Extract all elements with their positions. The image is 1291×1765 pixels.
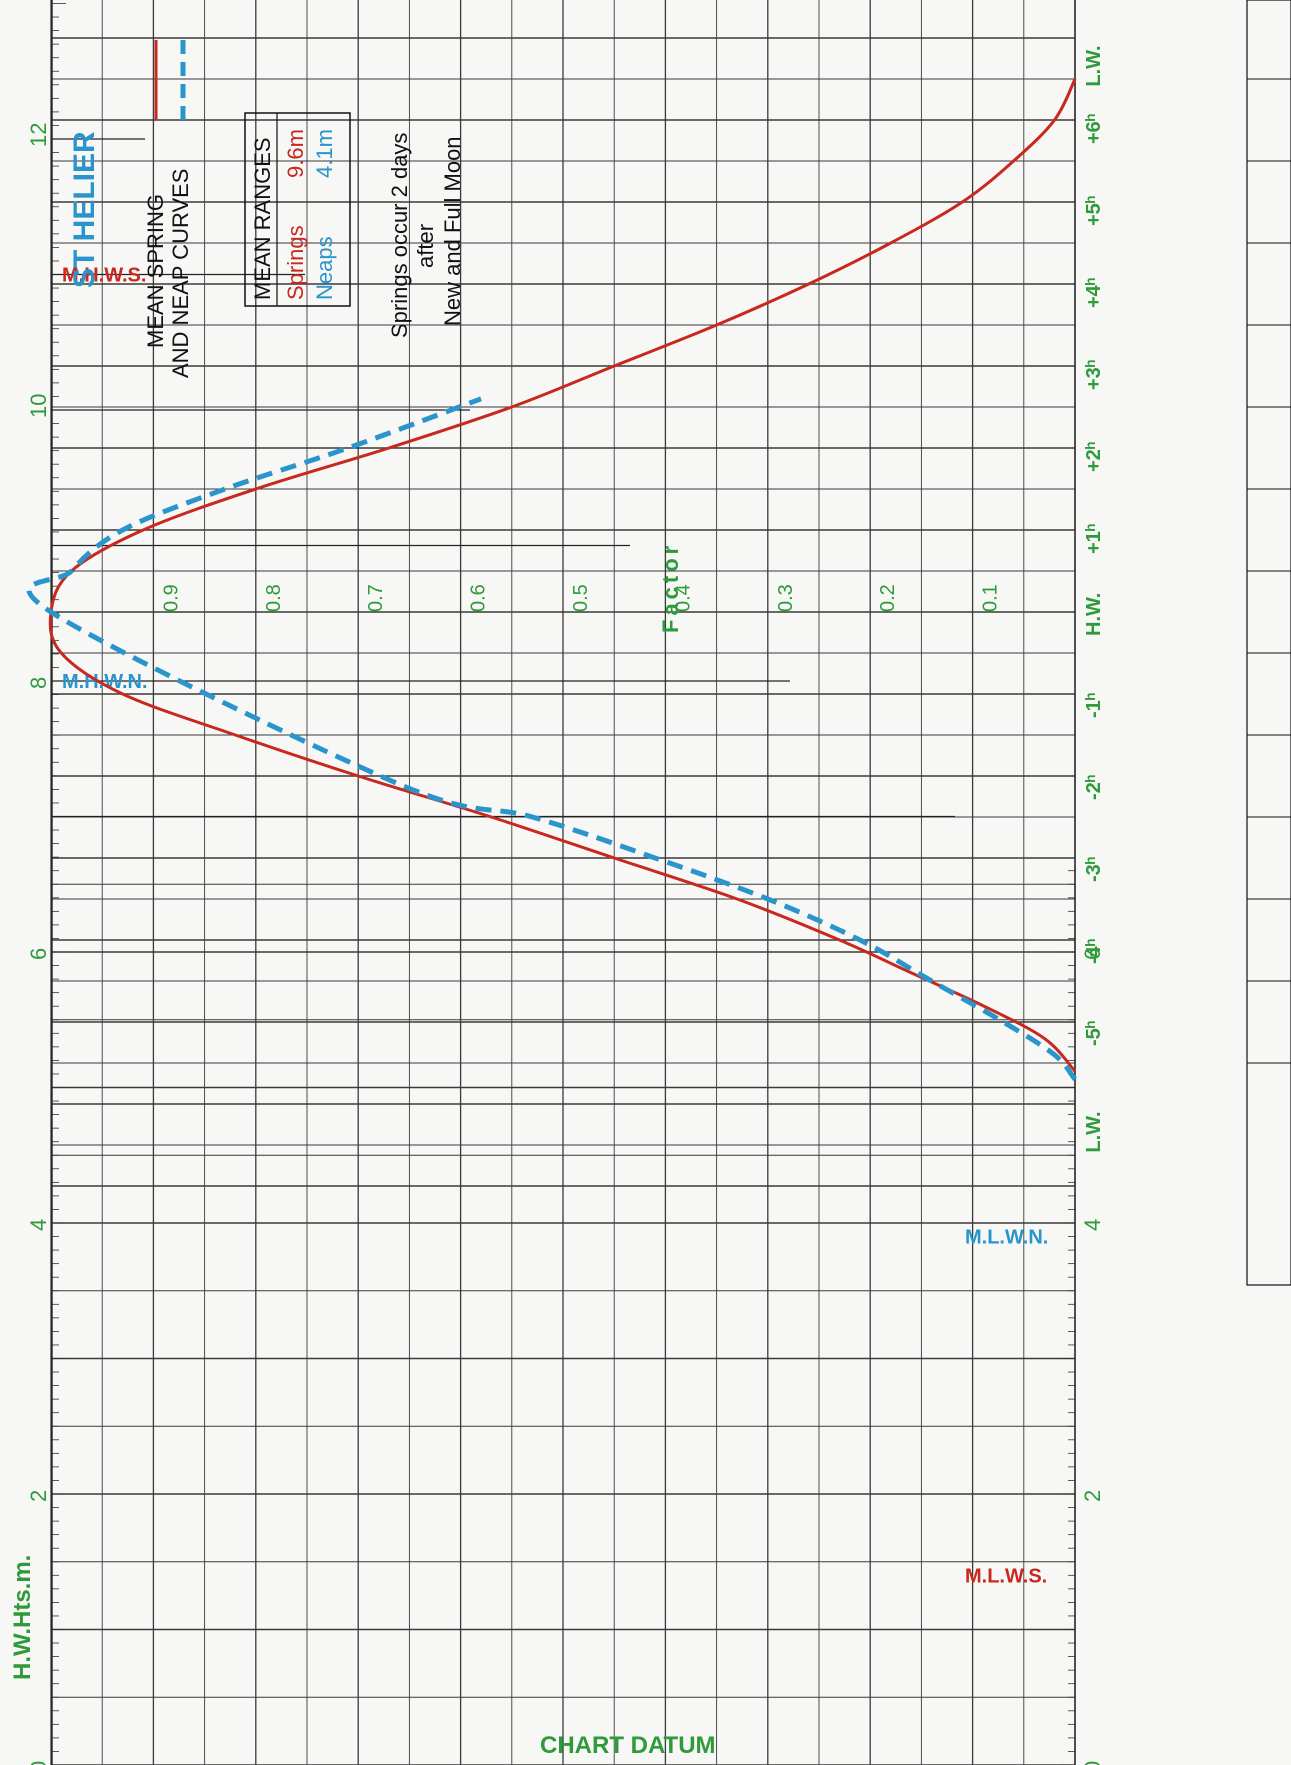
time-tick-label: -3ʰ (1083, 857, 1105, 882)
chart-grid (50, 0, 1076, 1765)
height-axis-label: H.W.Hts.m. (9, 1555, 36, 1680)
height-tick-label: 6 (26, 948, 51, 960)
note-line-1: Springs occur 2 days (387, 133, 412, 338)
factor-tick-label: 0.1 (980, 584, 1002, 612)
height-tick-label-right: 6 (1080, 948, 1105, 960)
time-tick-label: -1ʰ (1083, 693, 1105, 718)
level-label: M.L.W.N. (965, 1227, 1048, 1249)
level-label: M.H.W.S. (62, 265, 146, 287)
tide-level-lines: M.H.W.S. M.H.W.N. M.L.W.N. M.L.W.S. (52, 138, 1048, 1587)
time-tick-label: +2ʰ (1083, 442, 1105, 472)
legend-line-2: AND NEAP CURVES (168, 169, 193, 378)
springs-range-value: 9.6m (283, 129, 308, 178)
factor-tick-label: 0.5 (570, 584, 592, 612)
chart-datum-label: CHART DATUM (540, 1732, 716, 1759)
factor-tick-label: 0.4 (672, 584, 694, 612)
time-strip-border (1246, 0, 1291, 1286)
height-tick-label-right: 0 (1080, 1761, 1105, 1765)
note-line-3: New and Full Moon (440, 136, 465, 326)
springs-range-label: Springs (283, 225, 308, 300)
time-tick-label: L.W. (1083, 1111, 1105, 1152)
height-tick-label: 0 (26, 1761, 51, 1765)
height-tick-label: 2 (26, 1490, 51, 1502)
height-tick-label: 8 (26, 677, 51, 689)
curve-neaps (26, 396, 1077, 1081)
neaps-range-label: Neaps (312, 236, 337, 300)
time-tick-label: +4ʰ (1083, 278, 1105, 308)
height-tick-label: 12 (26, 123, 51, 147)
height-tick-label: 4 (26, 1219, 51, 1231)
curve-springs (48, 78, 1077, 1073)
chart-title: ST HELIER (68, 131, 101, 288)
factor-tick-label: 0.3 (775, 584, 797, 612)
height-tick-label-right: 2 (1080, 1490, 1105, 1502)
time-tick-label: +3ʰ (1083, 360, 1105, 390)
level-label: M.L.W.S. (965, 1565, 1047, 1587)
factor-tick-label: 0.8 (263, 584, 285, 612)
note-line-2: after (413, 224, 438, 268)
time-tick-label: +1ʰ (1083, 524, 1105, 554)
time-tick-label: -2ʰ (1083, 775, 1105, 800)
time-tick-label: -4ʰ (1083, 939, 1105, 964)
legend-line-1: MEAN SPRING (143, 194, 168, 348)
factor-tick-label: 0.6 (468, 584, 490, 612)
height-ticks (51, 0, 1076, 1765)
tide-curves (26, 78, 1077, 1081)
time-tick-label: L.W. (1083, 45, 1105, 86)
factor-tick-label: 0.9 (160, 584, 182, 612)
height-tick-label: 10 (26, 394, 51, 418)
mean-ranges-box (244, 112, 351, 307)
time-tick-label: -5ʰ (1083, 1021, 1105, 1046)
axis-labels: 0 2 4 6 8 10 12 0 2 4 6 0.9 0.8 0.7 0.6 0.5 0.4 0.3 0.2 0.1 (26, 123, 1105, 1765)
level-label: M.H.W.N. (62, 671, 148, 693)
neaps-range-value: 4.1m (312, 129, 337, 178)
factor-axis-label: Factor (658, 542, 683, 633)
time-tick-label: +5ʰ (1083, 196, 1105, 226)
mean-ranges-heading: MEAN RANGES (250, 137, 275, 300)
height-tick-label-right: 4 (1080, 1219, 1105, 1231)
time-tick-label: H.W. (1083, 593, 1105, 636)
factor-tick-label: 0.7 (365, 584, 387, 612)
factor-tick-label: 0.2 (877, 584, 899, 612)
time-strip: L.W. -5ʰ -4ʰ -3ʰ -2ʰ -1ʰ H.W. +1ʰ +2ʰ +3ʰ +4ʰ +5ʰ +6… (1083, 45, 1291, 1153)
time-tick-label: +6ʰ (1083, 114, 1105, 144)
